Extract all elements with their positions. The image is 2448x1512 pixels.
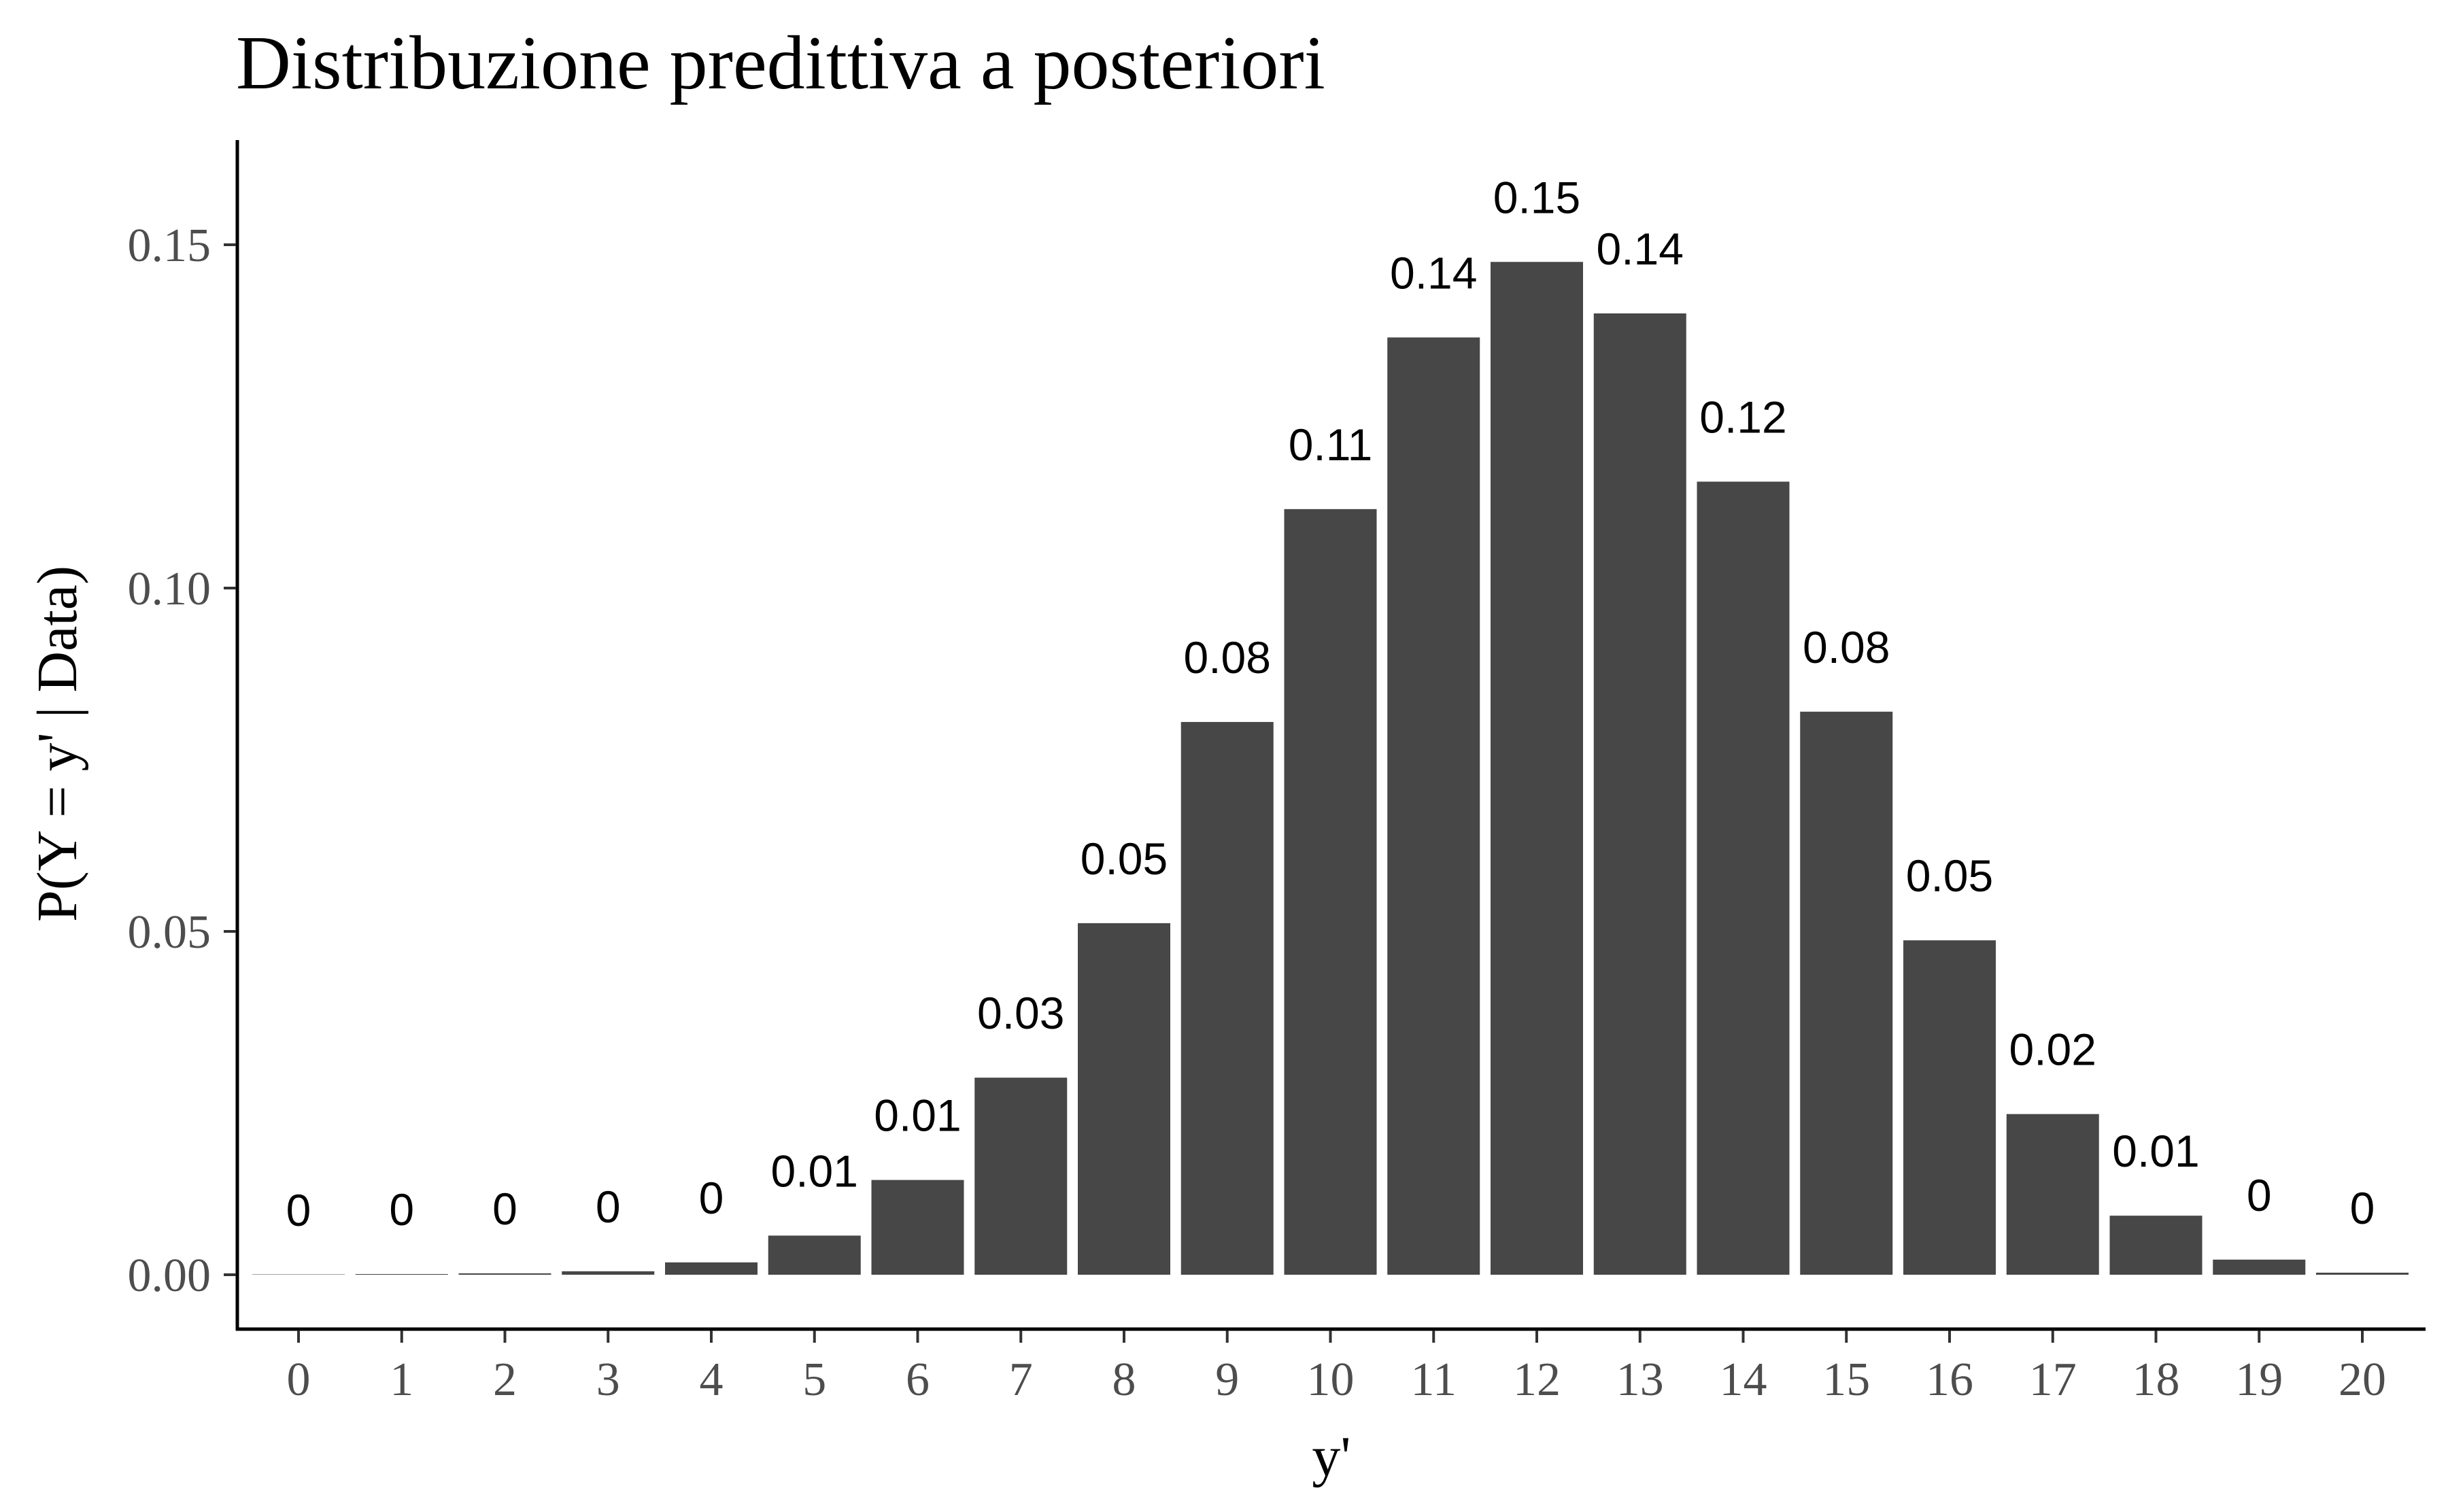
bar-1 (355, 1273, 448, 1275)
data-label-2: 0 (492, 1184, 517, 1234)
data-label-7: 0.03 (977, 988, 1064, 1038)
bar-16 (1903, 940, 1996, 1275)
bar-5 (768, 1235, 861, 1275)
data-label-8: 0.05 (1081, 834, 1168, 884)
data-label-3: 0 (596, 1182, 621, 1232)
data-label-17: 0.02 (2009, 1025, 2096, 1075)
x-tick-label-6: 6 (906, 1354, 930, 1406)
x-tick-label-1: 1 (390, 1354, 413, 1406)
chart-title: Distribuzione predittiva a posteriori (236, 21, 1325, 105)
x-tick-label-19: 19 (2235, 1354, 2283, 1406)
x-tick-label-13: 13 (1616, 1354, 1664, 1406)
data-label-1: 0 (389, 1184, 414, 1235)
x-ticks: 0 1 2 3 4 5 6 7 8 9 10 11 12 13 14 15 16 17 18 19 20 (287, 1330, 2386, 1406)
y-ticks: 0.00 0.05 0.10 0.15 (128, 220, 236, 1302)
bar-12 (1491, 262, 1583, 1275)
bar-14 (1697, 481, 1790, 1275)
bar-13 (1593, 313, 1686, 1275)
x-tick-label-18: 18 (2132, 1354, 2180, 1406)
data-label-6: 0.01 (874, 1090, 961, 1141)
x-tick-label-12: 12 (1513, 1354, 1561, 1406)
bar-17 (2006, 1114, 2099, 1275)
y-axis-label: P(Y = y' | Data) (26, 566, 89, 922)
bar-4 (665, 1262, 758, 1275)
bar-6 (871, 1180, 964, 1275)
data-label-5: 0.01 (771, 1146, 858, 1196)
bar-20 (2316, 1272, 2409, 1275)
x-tick-label-17: 17 (2029, 1354, 2077, 1406)
bar-15 (1800, 711, 1893, 1275)
data-labels: 0 0 0 0 0 0.01 0.01 0.03 0.05 0.08 0.11 0.14 0.15 0.1… (286, 172, 2375, 1235)
x-tick-label-7: 7 (1009, 1354, 1033, 1406)
bar-8 (1078, 923, 1170, 1275)
x-tick-label-0: 0 (287, 1354, 311, 1406)
x-tick-label-11: 11 (1411, 1354, 1457, 1406)
data-label-19: 0 (2247, 1170, 2272, 1220)
x-tick-label-15: 15 (1822, 1354, 1870, 1406)
bar-18 (2109, 1216, 2203, 1275)
bar-19 (2213, 1259, 2306, 1275)
data-label-16: 0.05 (1906, 850, 1993, 901)
x-axis-label: y' (1312, 1425, 1350, 1488)
data-label-12: 0.15 (1493, 172, 1580, 222)
bar-3 (562, 1271, 655, 1275)
x-tick-label-14: 14 (1720, 1354, 1767, 1406)
data-label-14: 0.12 (1699, 392, 1786, 442)
data-label-10: 0.11 (1289, 419, 1373, 470)
bar-9 (1180, 721, 1274, 1275)
data-label-13: 0.14 (1597, 224, 1684, 274)
x-tick-label-2: 2 (493, 1354, 517, 1406)
y-tick-label-0: 0.00 (128, 1250, 211, 1302)
x-tick-label-10: 10 (1307, 1354, 1355, 1406)
data-label-20: 0 (2350, 1183, 2375, 1233)
y-tick-label-2: 0.10 (128, 563, 211, 615)
data-label-9: 0.08 (1184, 632, 1271, 683)
data-label-15: 0.08 (1803, 622, 1890, 672)
x-tick-label-9: 9 (1215, 1354, 1239, 1406)
x-tick-label-3: 3 (596, 1354, 620, 1406)
bar-11 (1387, 337, 1480, 1275)
x-tick-label-8: 8 (1112, 1354, 1136, 1406)
bar-7 (974, 1078, 1068, 1275)
bar-2 (458, 1273, 551, 1275)
x-tick-label-5: 5 (802, 1354, 826, 1406)
data-label-11: 0.14 (1390, 247, 1477, 298)
x-tick-label-4: 4 (700, 1354, 724, 1406)
x-tick-label-20: 20 (2339, 1354, 2386, 1406)
bars (252, 262, 2409, 1275)
y-tick-label-1: 0.05 (128, 906, 211, 959)
y-tick-label-3: 0.15 (128, 220, 211, 272)
data-label-18: 0.01 (2112, 1126, 2199, 1176)
data-label-4: 0 (699, 1173, 724, 1223)
bar-10 (1284, 509, 1377, 1275)
data-label-0: 0 (286, 1185, 311, 1235)
x-tick-label-16: 16 (1926, 1354, 1973, 1406)
